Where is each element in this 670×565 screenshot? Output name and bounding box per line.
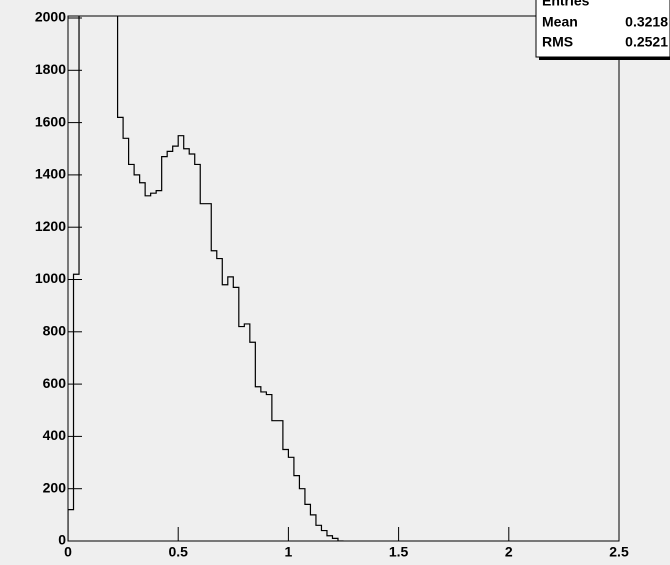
stats-label: Entries <box>542 0 590 9</box>
x-tick-label: 2 <box>505 544 513 560</box>
x-tick-label: 2.5 <box>609 544 629 560</box>
stats-box: Entries Mean RMS 0.3218 0.2521 <box>535 0 670 60</box>
x-tick-label: 0.5 <box>168 544 188 560</box>
y-tick-label: 0 <box>58 532 66 548</box>
stats-label: Mean <box>542 14 578 30</box>
plot-frame <box>67 15 620 542</box>
y-tick-label: 1800 <box>35 61 66 77</box>
x-tick-label: 0 <box>64 544 72 560</box>
histogram <box>68 16 344 541</box>
stats-value: 0.2521 <box>625 34 668 50</box>
x-tick-label: 1 <box>285 544 293 560</box>
y-tick-label: 1600 <box>35 113 66 129</box>
stats-label: RMS <box>542 34 573 50</box>
y-tick-label: 200 <box>43 479 67 495</box>
y-tick-label: 1400 <box>35 166 66 182</box>
stats-value: 0.3218 <box>625 14 668 30</box>
x-tick-label: 1.5 <box>389 544 409 560</box>
stats-panel <box>535 0 670 58</box>
y-tick-label: 1200 <box>35 218 66 234</box>
y-tick-label: 800 <box>43 323 67 339</box>
y-tick-label: 1000 <box>35 270 66 286</box>
histogram-outline <box>68 16 344 541</box>
y-tick-label: 600 <box>43 375 67 391</box>
y-tick-label: 2000 <box>35 9 66 25</box>
y-tick-label: 400 <box>43 427 67 443</box>
